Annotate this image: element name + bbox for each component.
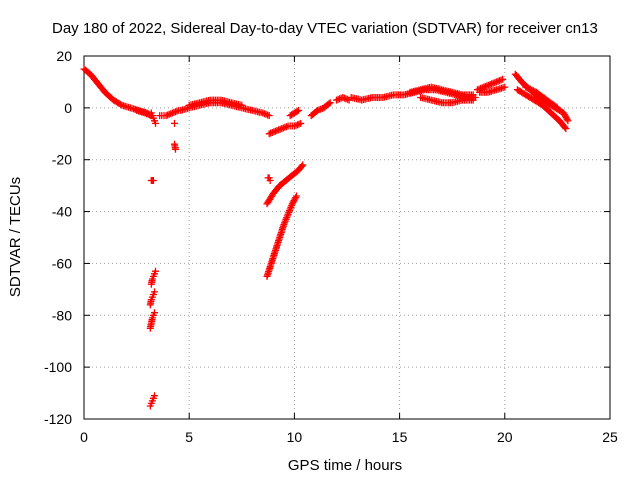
data-point (238, 101, 246, 109)
data-point-fill (494, 77, 502, 85)
x-tick-label: 5 (185, 429, 193, 445)
data-point (265, 130, 273, 138)
data-point-fill (279, 124, 287, 132)
x-tick-label: 15 (392, 429, 408, 445)
data-point-fill (117, 100, 124, 108)
grid-lines (84, 56, 610, 419)
data-point-fill (478, 84, 486, 92)
data-point (152, 119, 159, 127)
data-point-fill (552, 103, 560, 111)
data-point (141, 109, 149, 117)
data-point-fill (336, 95, 344, 103)
data-point-fill (298, 162, 306, 170)
data-point-fill (268, 129, 276, 136)
data-point-fill (275, 126, 283, 134)
data-point-fill (292, 194, 300, 202)
data-point-fill (167, 110, 175, 118)
y-tick-label: -40 (52, 204, 72, 220)
data-point (299, 161, 307, 169)
y-tick-label: 0 (64, 100, 72, 116)
data-point (152, 267, 159, 275)
data-point (293, 192, 300, 200)
data-point-fill (561, 111, 569, 119)
x-tick-label: 20 (497, 429, 513, 445)
data-point (564, 117, 572, 125)
data-point (326, 99, 334, 107)
data-point (151, 288, 158, 296)
data-point-fill (344, 95, 351, 103)
data-point (499, 75, 507, 83)
data-point (501, 83, 509, 91)
data-point-fill (563, 115, 571, 123)
data-point (469, 96, 477, 104)
data-point (265, 112, 273, 120)
data-point-fill (293, 107, 301, 115)
data-point (259, 109, 267, 117)
data-point-fill (526, 85, 534, 93)
data-point (172, 145, 179, 153)
data-point-fill (295, 120, 303, 128)
y-tick-label: -80 (52, 307, 72, 323)
data-point-fill (528, 86, 536, 94)
x-axis-label: GPS time / hours (288, 457, 402, 474)
y-tick-label: -20 (52, 152, 72, 168)
y-tick-label: -120 (44, 411, 72, 427)
x-tick-label: 25 (602, 429, 618, 445)
data-point (151, 309, 158, 317)
y-tick-label: -100 (44, 359, 72, 375)
data-point (272, 127, 279, 135)
y-axis-label: SDTVAR / TECUs (7, 177, 24, 297)
data-point-fill (561, 123, 569, 131)
data-point-fill (164, 111, 172, 119)
data-point-fill (497, 76, 505, 84)
data-point-fill (340, 94, 348, 102)
y-tick-label: -60 (52, 255, 72, 271)
data-point (333, 96, 340, 104)
data-point-fill (491, 79, 499, 87)
data-point (151, 392, 158, 400)
data-point (522, 83, 530, 91)
plot-frame (83, 55, 611, 420)
y-tick-label: 20 (56, 48, 72, 64)
data-point-fill (262, 110, 270, 118)
data-point-fill (529, 87, 537, 95)
data-point (297, 119, 305, 127)
data-point (295, 106, 303, 114)
data-point-fill (488, 80, 496, 88)
data-point (149, 177, 157, 184)
data-point-fill (144, 110, 152, 118)
data-point-fill (283, 123, 290, 131)
x-tick-label: 0 (80, 429, 88, 445)
data-point-fill (292, 121, 300, 129)
data-point-fill (170, 108, 178, 116)
data-point-fill (523, 84, 531, 92)
data-point (171, 119, 178, 127)
data-point (266, 177, 274, 184)
data-point-fill (481, 83, 489, 90)
data-point (562, 125, 570, 133)
data-points (80, 65, 572, 410)
axis-ticks: 0 5 10 15 20 25 -120 -100 -80 -60 -40 -20 0 20 (44, 48, 618, 445)
data-point (553, 104, 561, 112)
data-point-fill (485, 81, 492, 89)
data-point-fill (173, 107, 181, 115)
x-tick-label: 10 (287, 429, 303, 445)
data-point-fill (317, 105, 325, 113)
data-point-fill (525, 85, 533, 93)
data-point-fill (325, 100, 333, 108)
chart-title: Day 180 of 2022, Sidereal Day-to-day VTE… (52, 20, 598, 37)
